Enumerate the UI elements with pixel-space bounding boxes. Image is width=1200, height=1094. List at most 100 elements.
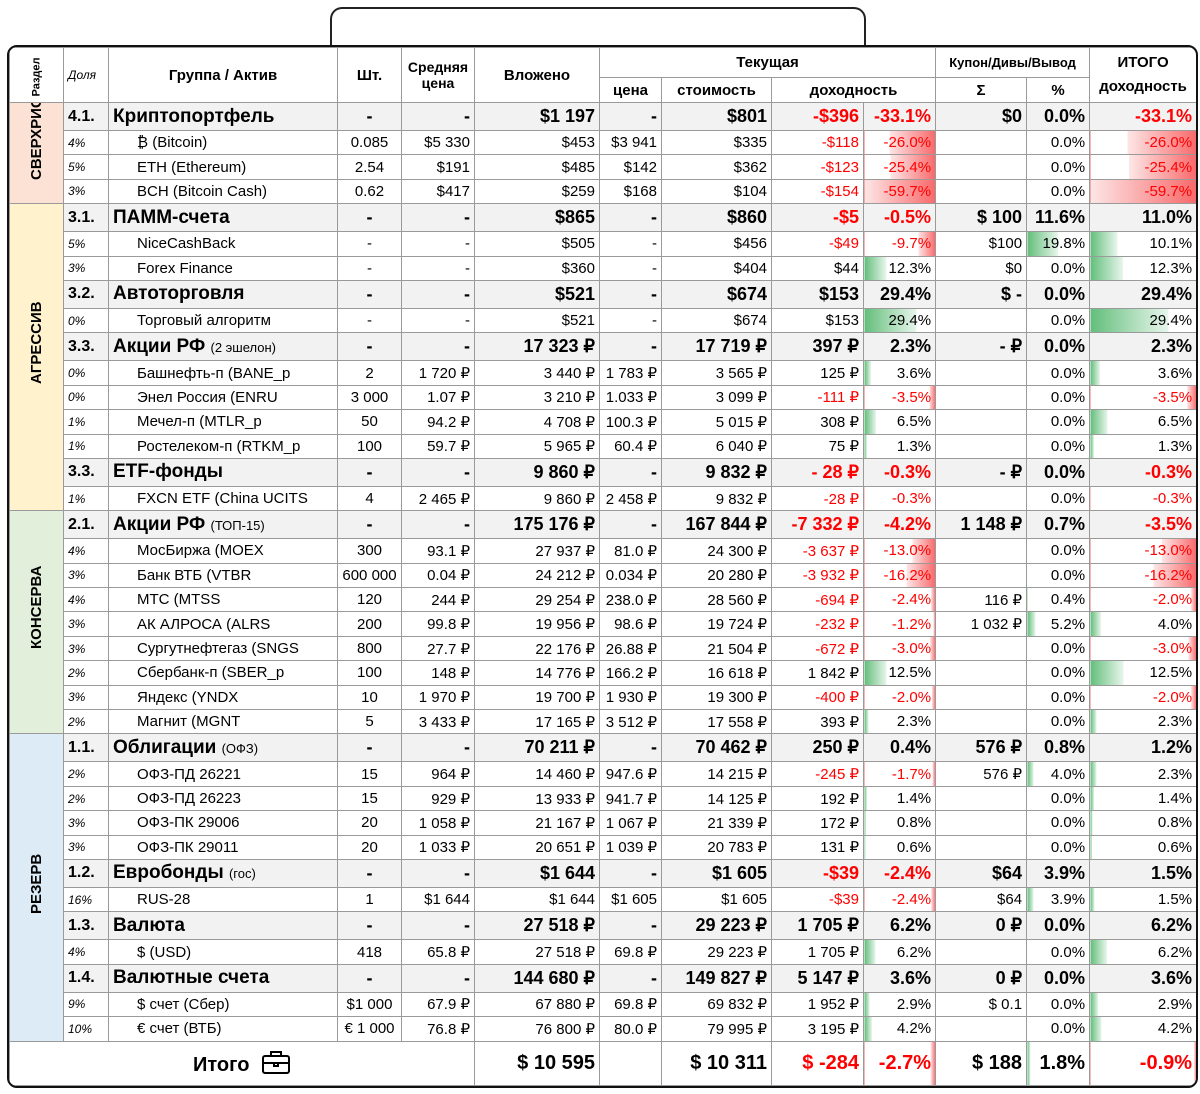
cell: 418 (337, 939, 402, 965)
asset-name: ОФЗ-ПД 26221 (108, 761, 338, 787)
header: цена (599, 77, 662, 103)
cell (935, 635, 1028, 662)
group-row: 1.2. Евробонды (гос) - - $1 644- $1 605 -$39 -2… (9, 858, 1196, 888)
cell: 3 195 ₽ (771, 1016, 864, 1042)
asset-row: 3% Сургутнефтегаз (SNGS 800 27.7 ₽22 176 ₽2… (10, 635, 1196, 662)
group-name: Акции РФ (2 эшелон) (108, 332, 338, 362)
asset-row: 2% Сбербанк-п (SBER_p 100 148 ₽14 776 ₽166.… (10, 660, 1196, 686)
cell: -3 932 ₽ (771, 562, 864, 589)
cell: - (599, 733, 662, 763)
cell: -0.3% (1089, 457, 1196, 487)
cell: 12.5% (862, 660, 937, 686)
asset-share: 3% (63, 611, 109, 637)
asset-name: FXCN ETF (China UCITS (108, 485, 338, 512)
cell: - (401, 231, 475, 257)
asset-row: 0% Башнефть-п (BANE_p 2 1 720 ₽3 440 ₽1 783… (10, 360, 1196, 386)
group-title: ETF-фонды (113, 461, 223, 483)
cell: 4.2% (862, 1016, 937, 1042)
group-row: РЕЗЕРВ 1.1. Облигации (ОФЗ) - -70 211 ₽ -70 4… (9, 733, 1196, 1042)
cell: - (401, 733, 475, 763)
asset-row: 1% FXCN ETF (China UCITS 4 2 465 ₽9 860 ₽2 … (10, 485, 1196, 512)
cell: 0.0% (1026, 129, 1091, 156)
cell: $153 (771, 307, 864, 334)
cell: $ - (935, 279, 1028, 309)
cell: -25.4% (862, 154, 937, 180)
cell: -9.7% (862, 231, 937, 257)
cell: $191 (401, 154, 475, 180)
asset-share: 2% (63, 785, 109, 812)
cell: - (337, 733, 402, 763)
cell: 0.0% (1026, 457, 1091, 487)
group-code: 3.1. (63, 203, 109, 233)
cell: 1 039 ₽ (599, 834, 662, 860)
asset-row: 3% ОФЗ-ПК 29006 20 1 058 ₽21 167 ₽1 067 ₽21… (10, 810, 1196, 836)
cell: $0 (935, 255, 1028, 281)
cell: 2.3% (1089, 332, 1196, 362)
cell: 1.07 ₽ (401, 384, 475, 411)
cell: 4.2% (1089, 1016, 1196, 1042)
cell: 65.8 ₽ (401, 939, 475, 965)
table-frame: Раздел Доля Группа / Актив Шт. Средняя ц… (7, 45, 1198, 1088)
cell: -2.0% (862, 684, 937, 711)
cell: 175 176 ₽ (474, 510, 600, 540)
cell: 0.4% (1026, 587, 1091, 613)
group-row: 3.3. Акции РФ (2 эшелон) - -17 323 ₽ -17 719… (9, 332, 1196, 362)
asset-share: 9% (63, 991, 109, 1018)
cell: 6.5% (862, 409, 937, 435)
cell: 29 254 ₽ (474, 587, 600, 613)
group-name: ETF-фонды (108, 457, 338, 487)
group-code: 1.3. (63, 911, 109, 941)
asset-row: 3% BCH (Bitcoin Cash) 0.62 $417 $259 $168 $104… (10, 178, 1196, 205)
frame (330, 7, 866, 59)
cell: 0.0% (1026, 785, 1091, 812)
cell: 24 300 ₽ (661, 538, 772, 564)
cell: - (401, 332, 475, 362)
cell: - (337, 307, 402, 334)
asset-row: 1% Ростелеком-п (RTKM_p 100 59.7 ₽5 965 ₽60… (10, 433, 1196, 459)
cell: 1 720 ₽ (401, 360, 475, 386)
cell: -25.4% (1089, 154, 1196, 180)
cell (935, 1016, 1028, 1042)
total-cell: $ 10 311 (661, 1040, 772, 1086)
cell: 14 215 ₽ (661, 761, 772, 787)
cell: 11.0% (1089, 203, 1196, 233)
cell: 80.0 ₽ (599, 1016, 662, 1042)
group-code: 1.2. (63, 858, 109, 888)
asset-row: 3% Яндекс (YNDX 10 1 970 ₽19 700 ₽1 930 ₽19… (10, 684, 1196, 711)
cell: 3 565 ₽ (661, 360, 772, 386)
section-cell: АГРЕССИВ (9, 203, 64, 512)
cell: 12.3% (1089, 255, 1196, 281)
cell: 0.8% (862, 810, 937, 836)
cell: 0 ₽ (935, 911, 1028, 941)
cell: -16.2% (1089, 562, 1196, 589)
cell (935, 409, 1028, 435)
asset-name: Банк ВТБ (VTBR (108, 562, 338, 589)
cell: 244 ₽ (401, 587, 475, 613)
cell: 0.0% (1026, 255, 1091, 281)
cell: 20 783 ₽ (661, 834, 772, 860)
cell: 19 700 ₽ (474, 684, 600, 711)
cell: 9 860 ₽ (474, 457, 600, 487)
cell: -2.0% (1089, 587, 1196, 613)
cell: -400 ₽ (771, 684, 864, 711)
cell: 192 ₽ (771, 785, 864, 812)
cell: 15 (337, 785, 402, 812)
cell: 20 (337, 834, 402, 860)
section-cell: РЕЗЕРВ (9, 733, 64, 1042)
cell: 1 705 ₽ (771, 939, 864, 965)
cell: - (599, 231, 662, 257)
group-title: ПАММ-счета (113, 206, 230, 228)
cell: $1 605 (661, 886, 772, 913)
group-row: АГРЕССИВ 3.1. ПАММ-счета - - $865- $860 -$5 -0.5… (9, 203, 1196, 512)
cell: - (599, 307, 662, 334)
cell (935, 307, 1028, 334)
cell: 0.0% (1026, 1016, 1091, 1042)
cell: -13.0% (862, 538, 937, 564)
cell: -3.5% (1089, 384, 1196, 411)
cell: 131 ₽ (771, 834, 864, 860)
cell: 6.2% (862, 911, 937, 941)
cell: 0.6% (1089, 834, 1196, 860)
cell: 17 558 ₽ (661, 709, 772, 735)
cell: 3 210 ₽ (474, 384, 600, 411)
cell: 0.0% (1026, 684, 1091, 711)
